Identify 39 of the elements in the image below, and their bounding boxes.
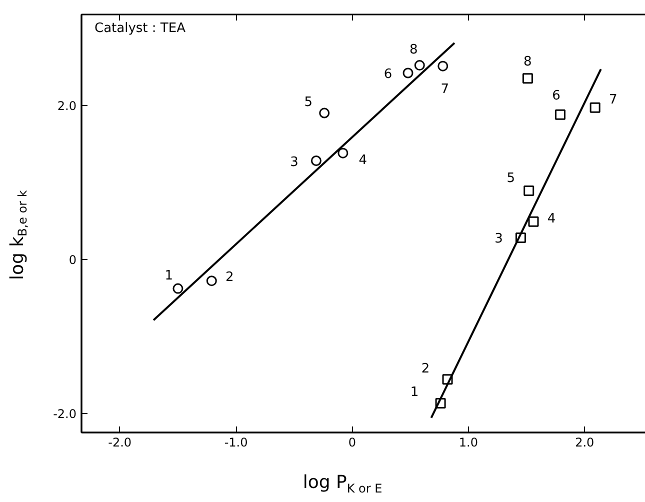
annotation: 8 <box>524 54 532 70</box>
point <box>206 276 217 286</box>
annotation: 3 <box>290 154 298 170</box>
annotation: 5 <box>304 95 312 110</box>
point <box>554 109 566 120</box>
x-tick-label: 1.0 <box>458 436 478 450</box>
x-tick-label: 0 <box>348 436 356 450</box>
x-tick-label: -1.0 <box>224 436 248 450</box>
x-tick-label: 2.0 <box>575 436 594 450</box>
y-tick-label: 2.0 <box>57 98 77 113</box>
annotation: 4 <box>358 153 368 168</box>
annotation: Catalyst : TEA <box>94 21 186 36</box>
point <box>590 102 600 113</box>
point <box>528 216 539 227</box>
annotation: 6 <box>384 67 392 82</box>
point <box>522 73 533 84</box>
annotation: 4 <box>547 212 556 227</box>
annotation: 2 <box>226 270 234 285</box>
annotation: 6 <box>552 88 560 104</box>
annotation: 2 <box>421 361 430 376</box>
point <box>402 68 414 78</box>
annotation: 7 <box>440 82 450 98</box>
annotation: 3 <box>494 232 503 247</box>
x-tick-label: -2.0 <box>108 436 132 450</box>
point <box>338 148 348 158</box>
annotation: 8 <box>409 42 418 58</box>
y-tick-label: -2.0 <box>53 406 77 421</box>
point <box>172 283 184 294</box>
point <box>319 108 330 118</box>
annotation: 5 <box>506 170 515 186</box>
y-tick-label: 0 <box>68 252 77 267</box>
point <box>310 156 322 166</box>
point <box>524 186 534 196</box>
x-axis-title: log P$_{K or E}$ <box>302 471 382 498</box>
annotation: 7 <box>608 92 618 108</box>
annotation: 1 <box>410 385 419 400</box>
annotation: 1 <box>164 268 174 284</box>
point <box>438 60 448 72</box>
point <box>414 60 425 71</box>
